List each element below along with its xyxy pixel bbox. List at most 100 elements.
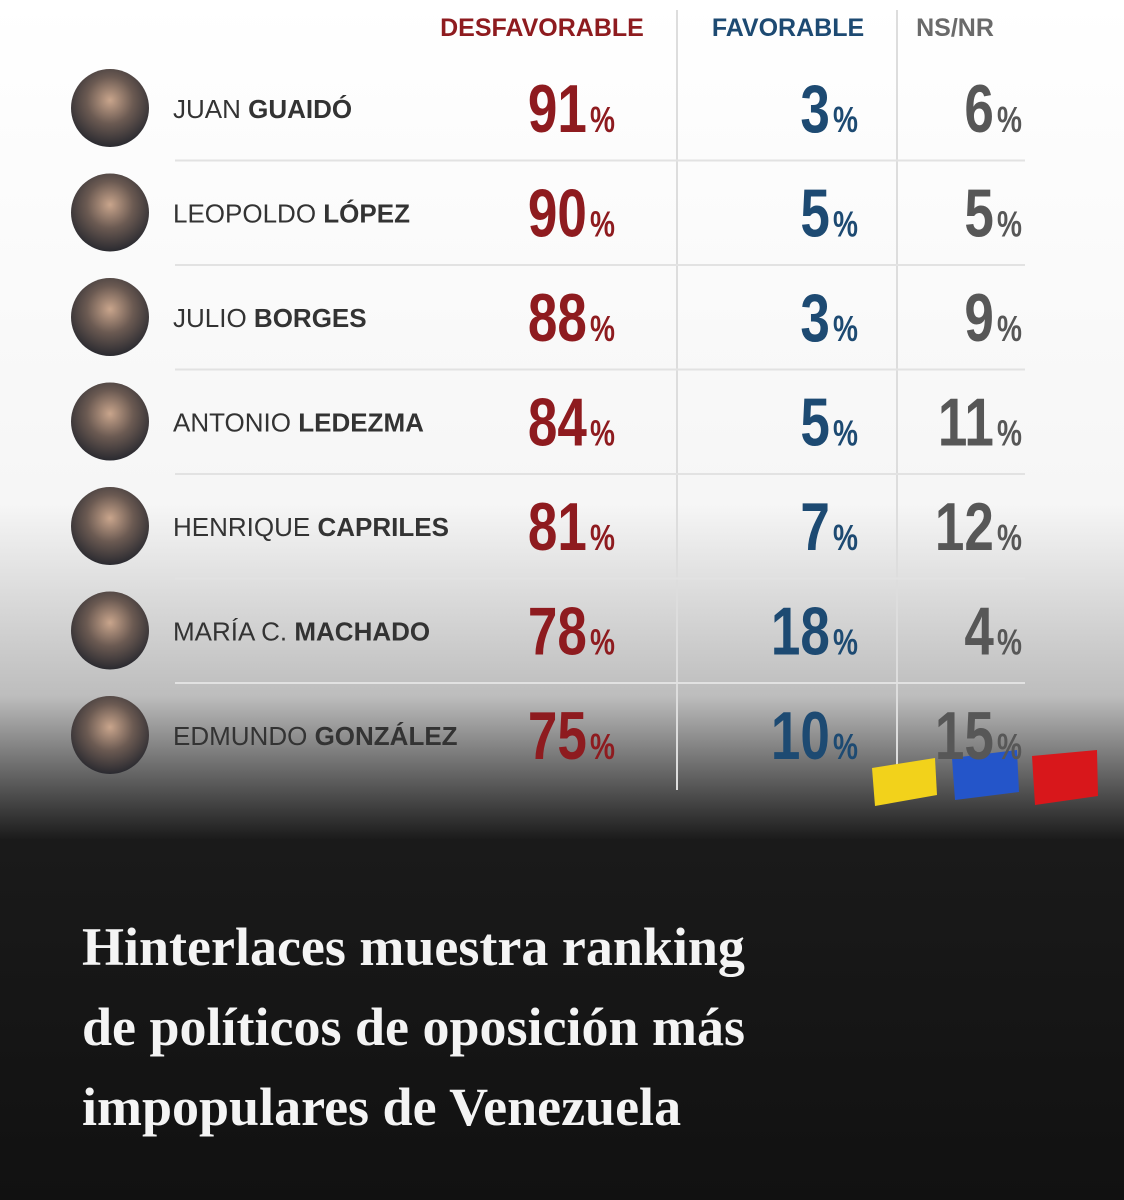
flags <box>872 750 1098 806</box>
last-name: MACHADO <box>294 617 430 647</box>
value-number: 11 <box>938 384 994 460</box>
row: LEOPOLDO LÓPEZ 90% 5% 5% <box>71 159 1025 252</box>
avatar <box>71 382 149 461</box>
value-unit: % <box>590 413 615 453</box>
column-header: FAVORABLE <box>712 14 864 42</box>
person-name: LEOPOLDO LÓPEZ <box>173 199 410 229</box>
row: MARÍA C. MACHADO 78% 18% 4% <box>71 577 1025 670</box>
first-name: HENRIQUE <box>173 512 310 542</box>
value-number: 18 <box>771 593 830 669</box>
avatar <box>71 173 149 252</box>
row: JULIO BORGES 88% 3% 9% <box>71 264 1025 356</box>
value-unit: % <box>997 518 1022 558</box>
percent-value: 18% <box>771 593 858 669</box>
value-number: 10 <box>771 698 830 774</box>
value-number: 90 <box>528 175 587 251</box>
last-name: LEDEZMA <box>298 408 424 438</box>
row: ANTONIO LEDEZMA 84% 5% 11% <box>71 368 1025 461</box>
value-number: 91 <box>528 71 587 147</box>
percent-value: 75% <box>528 698 615 774</box>
avatar <box>71 591 149 670</box>
value-unit: % <box>833 309 858 349</box>
column-header: NS/NR <box>916 14 994 42</box>
person-name: JULIO BORGES <box>173 303 367 333</box>
last-name: GUAIDÓ <box>248 94 352 124</box>
value-unit: % <box>833 204 858 244</box>
percent-value: 3% <box>800 280 858 356</box>
person-name: MARÍA C. MACHADO <box>173 617 430 647</box>
value-number: 3 <box>800 280 830 356</box>
percent-value: 9% <box>964 280 1022 356</box>
column-header: DESFAVORABLE <box>440 14 644 42</box>
person-name: EDMUNDO GONZÁLEZ <box>173 721 458 751</box>
percent-value: 15% <box>935 698 1022 774</box>
first-name: ANTONIO <box>173 408 291 438</box>
value-number: 12 <box>935 489 994 565</box>
value-unit: % <box>997 622 1022 662</box>
value-number: 75 <box>528 698 587 774</box>
value-unit: % <box>590 100 615 140</box>
percent-value: 88% <box>528 280 615 356</box>
value-number: 78 <box>528 593 587 669</box>
percent-value: 10% <box>771 698 858 774</box>
percent-value: 90% <box>528 175 615 251</box>
value-unit: % <box>590 727 615 767</box>
flag-blue <box>952 750 1019 800</box>
headline-line: Hinterlaces muestra ranking <box>82 917 745 977</box>
percent-value: 11% <box>938 384 1022 460</box>
last-name: CAPRILES <box>317 512 448 542</box>
value-unit: % <box>833 622 858 662</box>
row: JUAN GUAIDÓ 91% 3% 6% <box>71 69 1022 147</box>
headline-line: impopulares de Venezuela <box>82 1077 681 1137</box>
value-unit: % <box>997 309 1022 349</box>
first-name: MARÍA C. <box>173 617 287 647</box>
value-number: 6 <box>964 71 994 147</box>
person-name: ANTONIO LEDEZMA <box>173 408 424 438</box>
value-number: 9 <box>964 280 994 356</box>
percent-value: 84% <box>528 384 615 460</box>
value-unit: % <box>833 100 858 140</box>
percent-value: 5% <box>800 175 858 251</box>
percent-value: 3% <box>800 71 858 147</box>
value-unit: % <box>997 727 1022 767</box>
percent-value: 81% <box>528 489 615 565</box>
value-number: 5 <box>964 175 994 251</box>
percent-value: 7% <box>800 489 858 565</box>
value-unit: % <box>833 518 858 558</box>
avatar <box>71 69 149 147</box>
value-unit: % <box>833 413 858 453</box>
value-unit: % <box>833 727 858 767</box>
value-number: 3 <box>800 71 830 147</box>
value-unit: % <box>590 204 615 244</box>
percent-value: 91% <box>528 71 615 147</box>
value-number: 81 <box>528 489 587 565</box>
value-unit: % <box>590 518 615 558</box>
value-number: 88 <box>528 280 587 356</box>
value-unit: % <box>997 204 1022 244</box>
value-number: 84 <box>528 384 587 460</box>
value-unit: % <box>590 309 615 349</box>
value-number: 5 <box>800 384 830 460</box>
last-name: GONZÁLEZ <box>315 721 458 751</box>
avatar <box>71 487 149 565</box>
avatar <box>71 696 149 774</box>
first-name: JUAN <box>173 94 241 124</box>
last-name: BORGES <box>254 303 367 333</box>
percent-value: 78% <box>528 593 615 669</box>
row: HENRIQUE CAPRILES 81% 7% 12% <box>71 473 1025 565</box>
headline-line: de políticos de oposición más <box>82 997 745 1057</box>
row: EDMUNDO GONZÁLEZ 75% 10% 15% <box>71 682 1025 774</box>
percent-value: 12% <box>935 489 1022 565</box>
last-name: LÓPEZ <box>323 199 410 229</box>
flag-red <box>1032 750 1098 805</box>
person-name: HENRIQUE CAPRILES <box>173 512 449 542</box>
first-name: EDMUNDO <box>173 721 307 751</box>
value-unit: % <box>997 100 1022 140</box>
flag-yellow <box>872 758 937 806</box>
first-name: LEOPOLDO <box>173 199 316 229</box>
avatar <box>71 278 149 356</box>
value-number: 5 <box>800 175 830 251</box>
